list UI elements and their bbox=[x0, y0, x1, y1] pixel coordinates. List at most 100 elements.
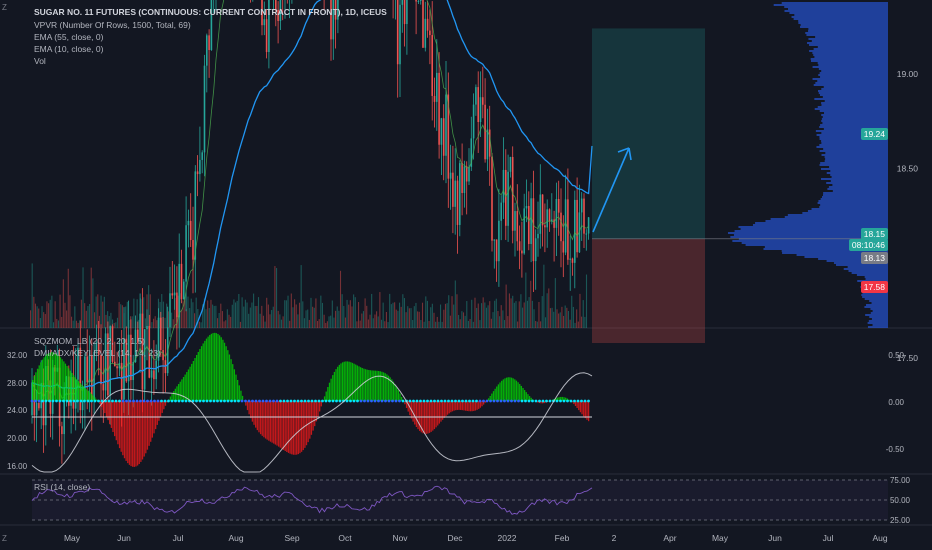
squeeze-dot bbox=[289, 399, 293, 403]
volume-bar bbox=[72, 320, 74, 328]
vpvr-bar bbox=[825, 152, 888, 154]
squeeze-dot bbox=[111, 399, 114, 403]
candle-body bbox=[532, 198, 535, 262]
vpvr-bar bbox=[796, 254, 888, 256]
momentum-bar bbox=[356, 365, 359, 401]
legend-rsi[interactable]: RSI (14, close) bbox=[34, 482, 91, 492]
volume-bar bbox=[195, 297, 197, 328]
legend-dmi-adx[interactable]: DMI/ADX/KEYLEVEL (14, 14, 23) bbox=[34, 348, 161, 358]
vpvr-bar bbox=[765, 220, 888, 222]
volume-bar bbox=[223, 321, 225, 328]
momentum-bar bbox=[151, 401, 154, 438]
momentum-bar bbox=[432, 401, 434, 431]
momentum-bar bbox=[289, 401, 291, 454]
volume-bar bbox=[563, 315, 565, 328]
vpvr-bar bbox=[843, 268, 888, 270]
momentum-bar bbox=[192, 360, 195, 401]
momentum-bar bbox=[222, 339, 224, 401]
momentum-bar bbox=[58, 355, 60, 401]
volume-bar bbox=[438, 321, 440, 328]
volume-bar bbox=[476, 307, 478, 328]
squeeze-dot bbox=[314, 399, 317, 403]
squeeze-dot bbox=[233, 399, 237, 403]
adx-line bbox=[31, 372, 593, 473]
volume-bar bbox=[300, 265, 302, 328]
momentum-bar bbox=[291, 401, 293, 455]
momentum-bar bbox=[94, 397, 96, 401]
volume-bar bbox=[385, 312, 387, 328]
momentum-bar bbox=[468, 401, 470, 412]
squeeze-dot bbox=[275, 399, 279, 403]
volume-bar bbox=[303, 318, 305, 328]
squeeze-dot bbox=[503, 399, 506, 403]
squeeze-dot bbox=[496, 399, 499, 403]
volume-bar bbox=[328, 316, 330, 328]
volume-bar bbox=[459, 319, 461, 328]
volume-bar bbox=[571, 295, 573, 328]
momentum-bar bbox=[463, 401, 465, 411]
squeeze-dot bbox=[307, 399, 310, 403]
momentum-bar bbox=[209, 335, 211, 401]
legend-vpvr[interactable]: VPVR (Number Of Rows, 1500, Total, 69) bbox=[34, 20, 191, 30]
volume-bar bbox=[212, 304, 214, 328]
momentum-bar bbox=[99, 401, 101, 405]
vpvr-bar bbox=[817, 46, 888, 48]
volume-bar bbox=[369, 314, 371, 328]
vpvr-bar bbox=[740, 228, 888, 230]
volume-bar bbox=[236, 300, 238, 328]
candle-body bbox=[206, 35, 208, 66]
candle-body bbox=[183, 281, 185, 300]
volume-bar bbox=[61, 316, 63, 328]
volume-bar bbox=[67, 268, 69, 328]
vpvr-bar bbox=[810, 58, 888, 60]
vpvr-bar bbox=[865, 278, 888, 280]
momentum-bar bbox=[469, 401, 472, 412]
volume-bar bbox=[54, 301, 56, 328]
candle-body bbox=[465, 166, 468, 182]
vpvr-bar bbox=[752, 224, 888, 226]
volume-bar bbox=[75, 320, 78, 328]
volume-bar bbox=[508, 293, 510, 328]
squeeze-dot bbox=[436, 399, 440, 403]
momentum-bar bbox=[281, 401, 283, 449]
candle-body bbox=[537, 233, 539, 239]
momentum-bar bbox=[299, 401, 301, 454]
squeeze-dot bbox=[415, 399, 419, 403]
legend-volume[interactable]: Vol bbox=[34, 56, 46, 66]
volume-bar bbox=[366, 305, 368, 328]
momentum-bar bbox=[315, 401, 318, 422]
volume-bar bbox=[484, 302, 486, 328]
squeeze-dot bbox=[324, 399, 328, 403]
vpvr-bar bbox=[738, 226, 888, 228]
momentum-bar bbox=[284, 401, 286, 451]
volume-bar bbox=[120, 304, 122, 328]
vpvr-bar bbox=[814, 56, 888, 58]
momentum-bar bbox=[173, 391, 175, 401]
volume-bar bbox=[579, 293, 581, 328]
squeeze-dot bbox=[440, 399, 443, 403]
vpvr-bar bbox=[819, 94, 888, 96]
momentum-bar bbox=[32, 379, 34, 401]
volume-bar bbox=[71, 316, 73, 328]
candle-body bbox=[77, 347, 79, 380]
volume-bar bbox=[64, 302, 66, 328]
momentum-bar bbox=[155, 401, 157, 430]
vpvr-bar bbox=[864, 298, 888, 300]
candle-body bbox=[137, 329, 139, 343]
momentum-bar bbox=[36, 368, 39, 401]
volume-bar bbox=[221, 311, 223, 328]
volume-bar bbox=[354, 297, 356, 328]
volume-bar bbox=[543, 264, 545, 328]
vpvr-bar bbox=[821, 196, 888, 198]
legend-ema10[interactable]: EMA (10, close, 0) bbox=[34, 44, 104, 54]
volume-bar bbox=[56, 318, 58, 328]
legend-ema55[interactable]: EMA (55, close, 0) bbox=[34, 32, 104, 42]
dmi-axis-label: 28.00 bbox=[7, 379, 28, 388]
squeeze-dot bbox=[293, 399, 296, 403]
candle-body bbox=[127, 334, 130, 382]
vpvr-bar bbox=[812, 78, 888, 80]
legend-squeeze-momentum[interactable]: SQZMOM_LB (20, 2, 20, 1.5) bbox=[34, 336, 146, 346]
volume-bar bbox=[153, 318, 155, 328]
squeeze-dot bbox=[142, 399, 146, 403]
